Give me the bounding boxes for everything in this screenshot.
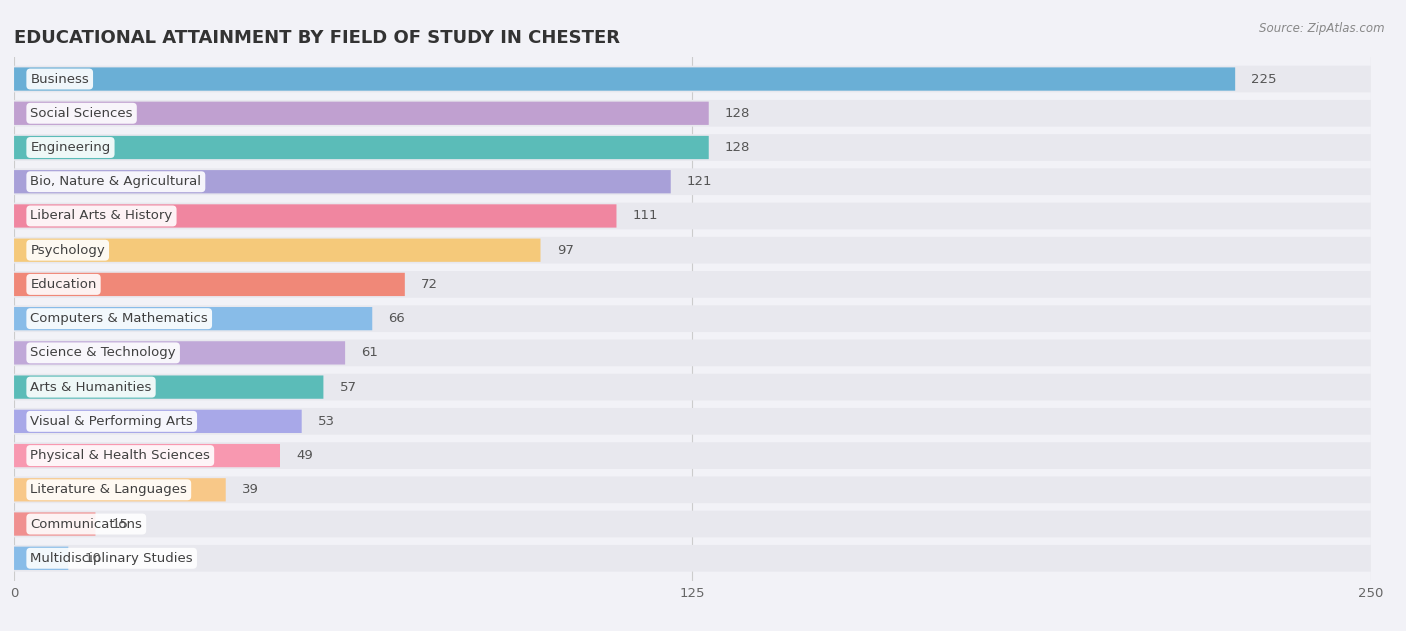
FancyBboxPatch shape <box>14 476 1371 503</box>
Text: Liberal Arts & History: Liberal Arts & History <box>31 209 173 223</box>
FancyBboxPatch shape <box>14 273 405 296</box>
Text: 128: 128 <box>725 107 751 120</box>
Text: 39: 39 <box>242 483 259 497</box>
Text: EDUCATIONAL ATTAINMENT BY FIELD OF STUDY IN CHESTER: EDUCATIONAL ATTAINMENT BY FIELD OF STUDY… <box>14 29 620 47</box>
FancyBboxPatch shape <box>14 100 1371 127</box>
Text: Science & Technology: Science & Technology <box>31 346 176 360</box>
Text: Literature & Languages: Literature & Languages <box>31 483 187 497</box>
Text: Arts & Humanities: Arts & Humanities <box>31 380 152 394</box>
Text: Source: ZipAtlas.com: Source: ZipAtlas.com <box>1260 22 1385 35</box>
Text: 128: 128 <box>725 141 751 154</box>
FancyBboxPatch shape <box>14 271 1371 298</box>
FancyBboxPatch shape <box>14 374 1371 401</box>
Text: 97: 97 <box>557 244 574 257</box>
FancyBboxPatch shape <box>14 510 1371 538</box>
FancyBboxPatch shape <box>14 134 1371 161</box>
Text: Education: Education <box>31 278 97 291</box>
FancyBboxPatch shape <box>14 102 709 125</box>
FancyBboxPatch shape <box>14 204 616 228</box>
FancyBboxPatch shape <box>14 410 302 433</box>
FancyBboxPatch shape <box>14 408 1371 435</box>
Text: Communications: Communications <box>31 517 142 531</box>
FancyBboxPatch shape <box>14 237 1371 264</box>
FancyBboxPatch shape <box>14 478 226 502</box>
FancyBboxPatch shape <box>14 305 1371 332</box>
FancyBboxPatch shape <box>14 375 323 399</box>
Text: Computers & Mathematics: Computers & Mathematics <box>31 312 208 325</box>
FancyBboxPatch shape <box>14 307 373 330</box>
FancyBboxPatch shape <box>14 341 344 365</box>
Text: 10: 10 <box>84 551 101 565</box>
FancyBboxPatch shape <box>14 442 1371 469</box>
Text: 72: 72 <box>422 278 439 291</box>
Text: 49: 49 <box>297 449 314 462</box>
FancyBboxPatch shape <box>14 339 1371 366</box>
Text: Visual & Performing Arts: Visual & Performing Arts <box>31 415 193 428</box>
Text: 111: 111 <box>633 209 658 223</box>
Text: Social Sciences: Social Sciences <box>31 107 132 120</box>
Text: Business: Business <box>31 73 89 86</box>
FancyBboxPatch shape <box>14 68 1234 91</box>
Text: 57: 57 <box>340 380 357 394</box>
Text: Bio, Nature & Agricultural: Bio, Nature & Agricultural <box>31 175 201 188</box>
FancyBboxPatch shape <box>14 444 280 467</box>
FancyBboxPatch shape <box>14 136 709 159</box>
FancyBboxPatch shape <box>14 546 69 570</box>
FancyBboxPatch shape <box>14 239 540 262</box>
Text: 15: 15 <box>111 517 129 531</box>
FancyBboxPatch shape <box>14 203 1371 229</box>
FancyBboxPatch shape <box>14 545 1371 572</box>
FancyBboxPatch shape <box>14 66 1371 92</box>
FancyBboxPatch shape <box>14 168 1371 195</box>
Text: 225: 225 <box>1251 73 1277 86</box>
Text: Physical & Health Sciences: Physical & Health Sciences <box>31 449 211 462</box>
Text: Engineering: Engineering <box>31 141 111 154</box>
FancyBboxPatch shape <box>14 512 96 536</box>
Text: 53: 53 <box>318 415 335 428</box>
Text: 61: 61 <box>361 346 378 360</box>
Text: 66: 66 <box>388 312 405 325</box>
Text: 121: 121 <box>688 175 713 188</box>
FancyBboxPatch shape <box>14 170 671 193</box>
Text: Multidisciplinary Studies: Multidisciplinary Studies <box>31 551 193 565</box>
Text: Psychology: Psychology <box>31 244 105 257</box>
